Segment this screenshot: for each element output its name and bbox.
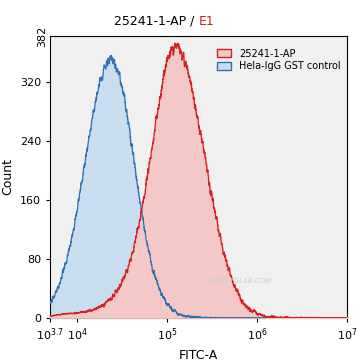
Y-axis label: Count: Count <box>1 158 14 195</box>
Legend: 25241-1-AP, Hela-IgG GST control: 25241-1-AP, Hela-IgG GST control <box>216 47 342 73</box>
Text: WWW.PTGLAB.COM: WWW.PTGLAB.COM <box>203 278 271 284</box>
X-axis label: FITC-A: FITC-A <box>179 349 218 361</box>
Text: 382: 382 <box>37 26 47 47</box>
Text: 25241-1-AP /: 25241-1-AP / <box>114 15 199 28</box>
Text: E1: E1 <box>199 15 214 28</box>
